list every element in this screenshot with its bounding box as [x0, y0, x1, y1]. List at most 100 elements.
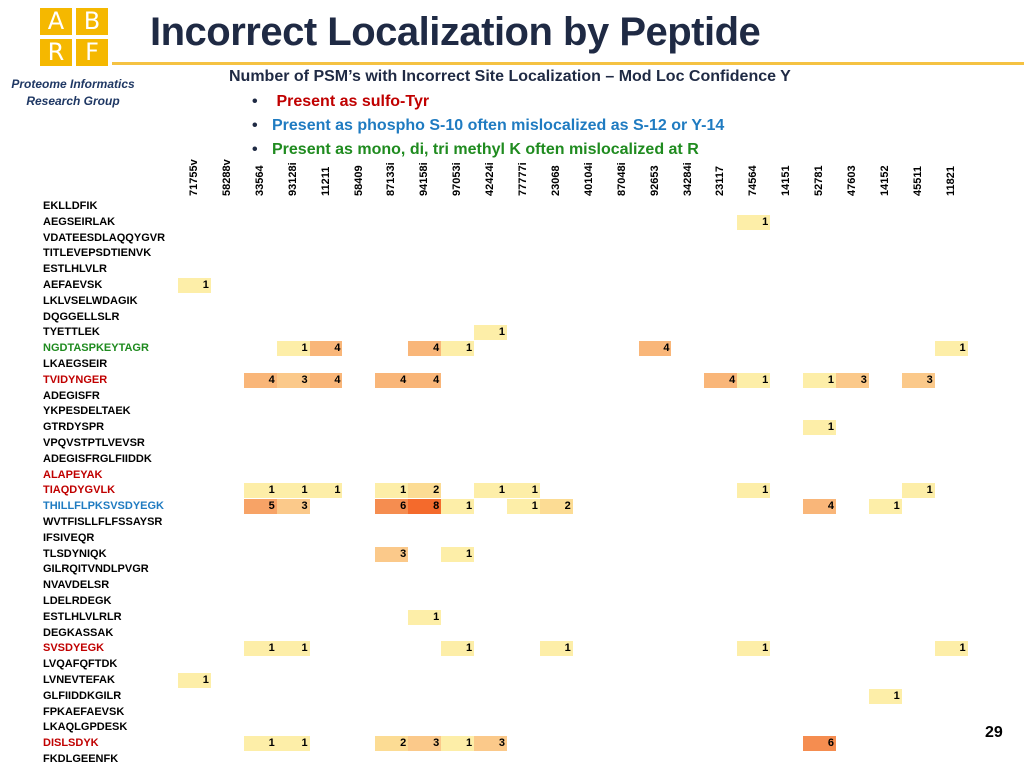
column-header-label: 40104i [582, 162, 595, 196]
heatmap-cell: 1 [737, 483, 771, 499]
column-header-label: 58409 [352, 165, 365, 196]
peptide-label: LVNEVTEFAK [43, 674, 115, 686]
bullet-text: Present as mono, di, tri methyl K often … [272, 141, 699, 158]
peptide-label: NGDTASPKEYTAGR [43, 342, 149, 355]
heatmap-cell: 1 [243, 483, 277, 499]
column-header: 14152 [869, 158, 901, 196]
heatmap-cell: 3 [836, 372, 869, 388]
legend-bullets: • Present as sulfo-Tyr • Present as phosp… [252, 90, 724, 162]
column-header: 11821 [935, 158, 967, 196]
column-header: 87133i [375, 158, 407, 196]
heatmap-cell: 1 [375, 483, 409, 499]
peptide-label: ALAPEYAK [43, 468, 103, 481]
heatmap-cell: 1 [737, 214, 771, 230]
heatmap-cell: 1 [309, 483, 343, 499]
peptide-label: GLFIIDDKGILR [43, 689, 122, 702]
logo: A B R F [40, 8, 108, 66]
heatmap-cell: 3 [474, 736, 507, 752]
bullet-methyl: • Present as mono, di, tri methyl K often… [252, 138, 724, 162]
slide-title: Incorrect Localization by Peptide [150, 10, 761, 54]
peptide-label: TIAQDYGVLK [43, 484, 116, 497]
column-header: 52781 [803, 158, 835, 196]
peptide-label: LVQAFQFTDK [43, 658, 118, 671]
peptide-label: FKDLGEENFK [43, 753, 119, 765]
peptide-label: VPQVSTPTLVEVSR [43, 437, 145, 449]
heatmap-cell: 1 [868, 499, 902, 515]
peptide-label: AEFAEVSK [43, 279, 103, 291]
column-header-label: 45511 [911, 166, 924, 196]
heatmap-cell: 1 [474, 483, 507, 499]
heatmap-cell: 3 [276, 372, 310, 388]
logo-letter-r: R [40, 39, 72, 66]
heatmap-cell: 1 [178, 673, 211, 688]
column-header: 14151 [770, 158, 802, 196]
peptide-label: TVIDYNGER [43, 373, 108, 386]
logo-letter-a: A [40, 8, 72, 35]
column-header: 40104i [573, 158, 605, 196]
heatmap-cell: 1 [934, 641, 968, 657]
heatmap-cell: 3 [408, 736, 442, 752]
heatmap-cell: 1 [803, 372, 836, 388]
peptide-label: VDATEESDLAQQYGVR [43, 231, 166, 244]
heatmap-cell: 1 [243, 641, 277, 657]
column-header-label: 71755v [188, 159, 200, 196]
heatmap-cell: 1 [441, 641, 475, 657]
peptide-label: LDELRDEGK [43, 595, 112, 607]
peptide-label: ESTLHLVLRLR [43, 610, 122, 623]
heatmap-cell: 6 [803, 736, 836, 752]
heatmap-cell: 8 [408, 499, 442, 515]
bullet-dot-icon: • [252, 117, 258, 134]
peptide-label: TLSDYNIQK [43, 547, 107, 560]
column-header: 58288v [211, 158, 243, 196]
heatmap-cell: 1 [901, 483, 935, 499]
heatmap-cell: 1 [276, 483, 310, 499]
column-header-label: 94158i [418, 162, 431, 196]
column-header: 92653 [639, 158, 671, 196]
heatmap-cell: 2 [375, 736, 409, 752]
peptide-label: GILRQITVNDLPVGR [43, 563, 149, 576]
heatmap-cell: 1 [441, 736, 475, 752]
column-header: 74564 [737, 158, 769, 196]
column-header-label: 14151 [780, 165, 793, 196]
peptide-label: LKAQLGPDESK [43, 721, 128, 734]
peptide-label: DEGKASSAK [43, 626, 114, 639]
peptide-label: TITLEVEPSDTIENVK [43, 247, 152, 260]
bullet-text: Present as phospho S-10 often mislocaliz… [272, 117, 725, 134]
column-header-label: 87048i [615, 162, 628, 196]
peptide-label: IFSIVEQR [43, 531, 95, 544]
page-number: 29 [985, 724, 1003, 741]
column-header: 97053i [441, 158, 473, 196]
column-header-label: 11821 [944, 166, 957, 196]
heatmap-cell: 3 [901, 372, 935, 388]
peptide-label: WVTFISLLFLFSSAYSR [43, 516, 163, 528]
heatmap-cell: 3 [276, 499, 310, 515]
peptide-label: ADEGISFR [43, 389, 100, 402]
peptide-label: TYETTLEK [43, 326, 100, 339]
heatmap-cell: 1 [441, 341, 475, 357]
column-header-label: 92653 [648, 165, 661, 196]
column-header-label: 34284i [681, 162, 694, 196]
column-header: 77777i [507, 158, 539, 196]
heatmap-cell: 1 [276, 341, 310, 357]
peptide-label: GTRDYSPR [43, 421, 105, 434]
peptide-label: YKPESDELTAEK [43, 405, 131, 418]
column-header: 34284i [672, 158, 704, 196]
column-header-label: 23068 [549, 165, 562, 196]
column-header-label: 23117 [714, 166, 727, 196]
peptide-label: DQGGELLSLR [43, 310, 120, 323]
peptide-label: NVAVDELSR [43, 579, 110, 592]
heatmap-cell: 4 [309, 372, 343, 388]
heatmap-cell: 1 [507, 483, 540, 499]
column-header-label: 87133i [385, 162, 398, 196]
group-name-line2: Research Group [26, 94, 120, 108]
column-header: 33564 [244, 158, 276, 196]
heatmap-cell: 3 [375, 546, 409, 562]
peptide-label: THILLFLPKSVSDYEGK [43, 500, 165, 513]
heatmap-cell: 2 [539, 499, 573, 515]
column-header: 23117 [704, 158, 736, 196]
heatmap-cell: 1 [441, 546, 475, 562]
column-header-label: 74564 [747, 165, 760, 196]
heatmap-cell: 5 [243, 499, 277, 515]
peptide-label: EKLLDFIK [43, 200, 98, 212]
heatmap-cell: 1 [276, 641, 310, 657]
